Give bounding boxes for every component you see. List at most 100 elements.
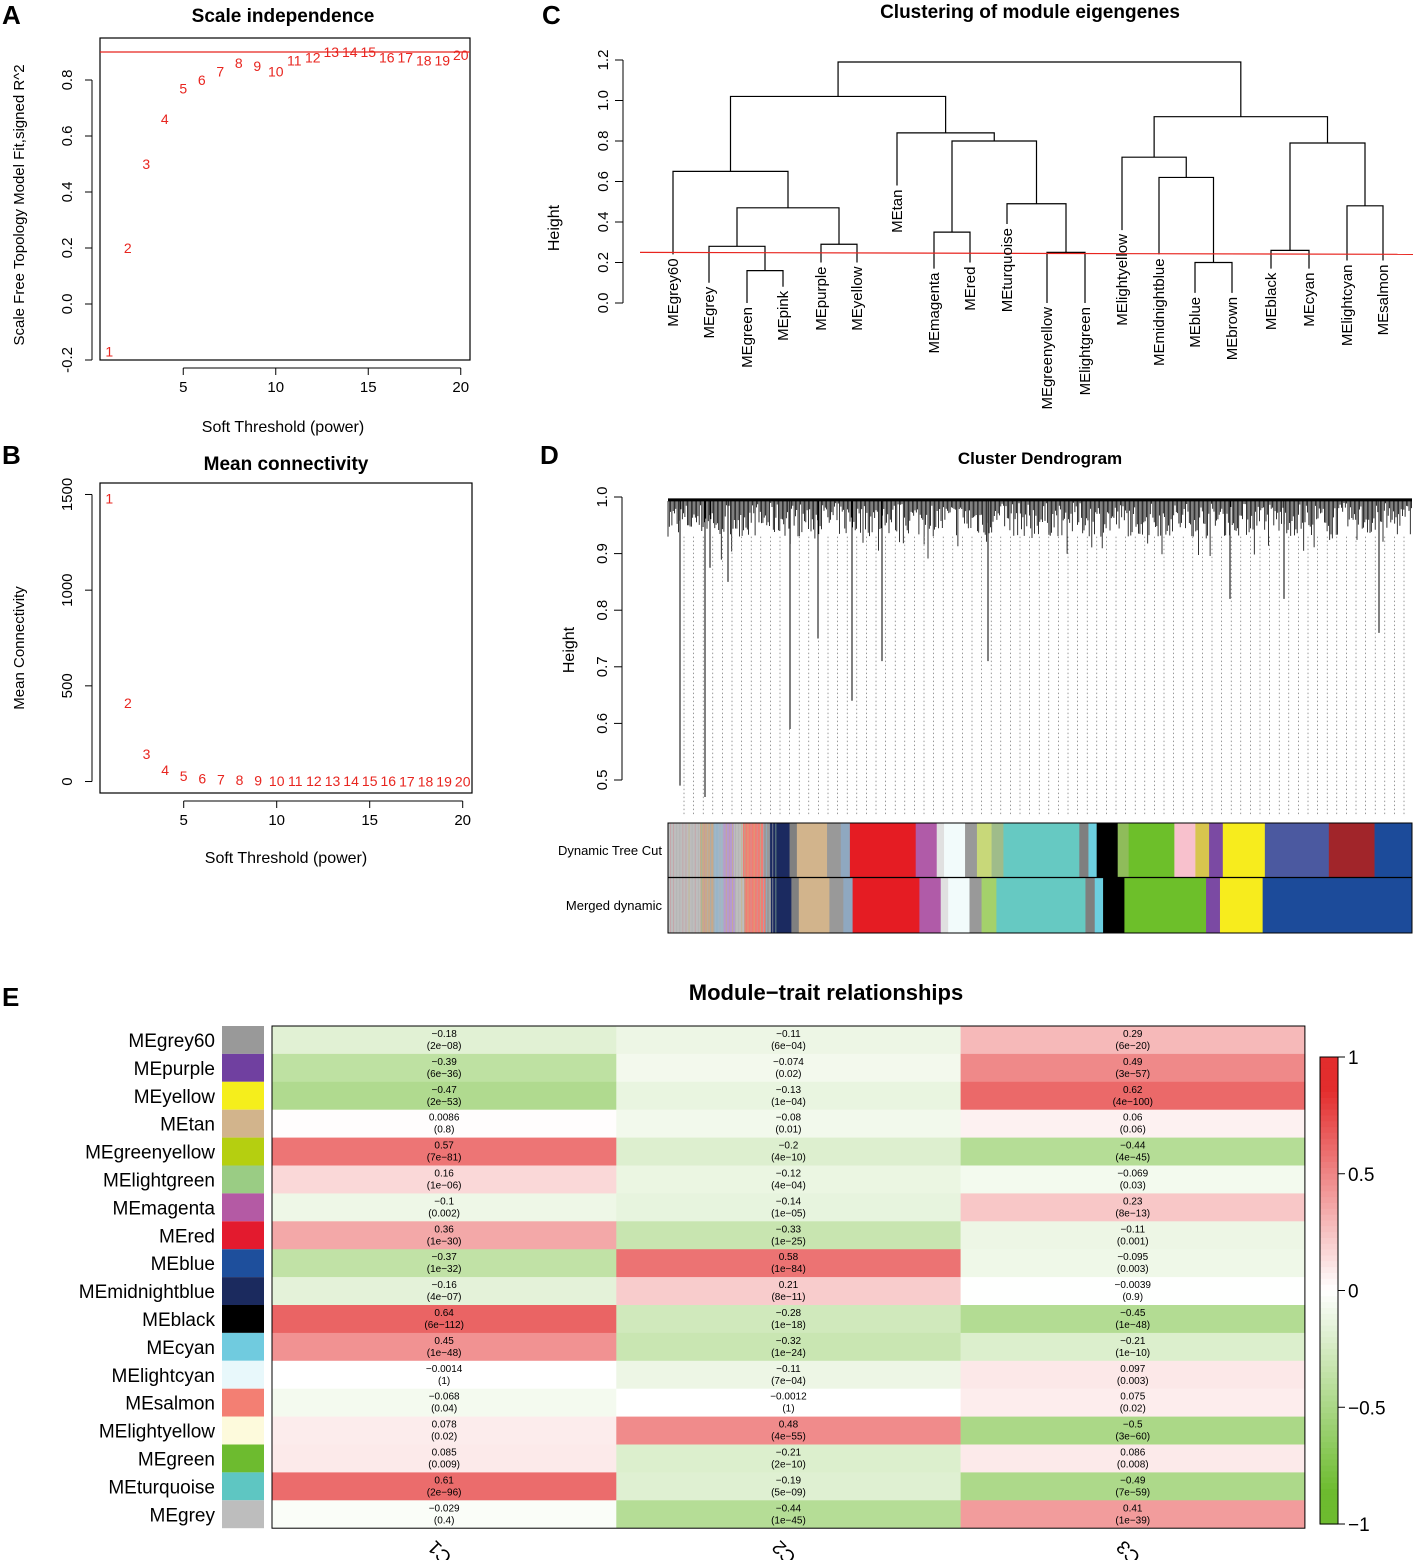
panel-c-merge-branch bbox=[951, 140, 1038, 233]
panel-e-cell bbox=[960, 1193, 1306, 1222]
panel-e-row-label: MEsalmon bbox=[125, 1394, 215, 1415]
panel-e-row-label: MElightcyan bbox=[112, 1366, 216, 1387]
panel-e-cell-pvalue: (6e−112) bbox=[424, 1320, 464, 1331]
panel-e-row-label: MEred bbox=[159, 1226, 215, 1247]
panel-e-cell-value: −0.19 bbox=[776, 1475, 802, 1486]
panel-e-row-label: MEmagenta bbox=[113, 1198, 216, 1219]
panel-b-x-tick-label: 15 bbox=[361, 812, 378, 829]
panel-e-cell bbox=[272, 1388, 617, 1417]
panel-a-plot-box bbox=[99, 37, 471, 361]
panel-e-legend-step bbox=[1320, 1395, 1338, 1403]
panel-e-legend-step bbox=[1320, 1086, 1338, 1093]
panel-c-leaf-label: MEbrown bbox=[1224, 297, 1241, 360]
panel-e-legend-step bbox=[1320, 1296, 1338, 1303]
panel-e-legend-step bbox=[1320, 1103, 1338, 1111]
panel-c-leaf-label: MEgreenyellow bbox=[1039, 307, 1056, 410]
panel-d-guide-lines bbox=[683, 536, 1405, 815]
panel-d-dynamic-block bbox=[1328, 823, 1375, 877]
panel-e-cell-pvalue: (0.008) bbox=[1117, 1460, 1149, 1471]
panel-e-row-color-swatch bbox=[222, 1026, 264, 1054]
panel-a-point-label: 6 bbox=[198, 72, 206, 88]
panel-e-column-label: C3 bbox=[1113, 1536, 1145, 1560]
panel-e-cell-pvalue: (1e−05) bbox=[771, 1208, 806, 1219]
panel-e-cell-pvalue: (0.009) bbox=[428, 1460, 460, 1471]
panel-e-cell bbox=[616, 1221, 961, 1250]
panel-e-cell bbox=[960, 1137, 1306, 1166]
panel-e-row-color-swatch bbox=[222, 1053, 264, 1082]
panel-e-cell bbox=[616, 1277, 961, 1306]
panel-e-cell-pvalue: (1e−10) bbox=[1115, 1348, 1150, 1359]
panel-e-cell-value: 0.62 bbox=[1123, 1085, 1143, 1096]
panel-e-cell bbox=[272, 1165, 617, 1194]
panel-c-leaf-label: MEtan bbox=[889, 190, 906, 233]
panel-e-legend-step bbox=[1320, 1471, 1338, 1478]
panel-d-merged-block bbox=[948, 878, 970, 933]
panel-e-legend-step bbox=[1320, 1494, 1338, 1502]
panel-d-dynamic-block bbox=[849, 823, 917, 877]
panel-b-point-label: 6 bbox=[198, 770, 206, 786]
panel-e-legend-step bbox=[1320, 1436, 1338, 1443]
panel-d-merged-block bbox=[940, 878, 949, 933]
panel-e-cell-value: 0.0086 bbox=[429, 1113, 460, 1124]
panel-e-legend-step bbox=[1320, 1150, 1338, 1157]
panel-e-cell-pvalue: (6e−36) bbox=[427, 1069, 462, 1080]
panel-c-merge-branch bbox=[1121, 156, 1187, 231]
panel-b-point-label: 13 bbox=[325, 773, 341, 789]
panel-letter-b: B bbox=[2, 440, 21, 470]
panel-e-legend-step bbox=[1320, 1226, 1338, 1233]
panel-e-legend-step bbox=[1320, 1162, 1338, 1169]
panel-e-cell-pvalue: (4e−100) bbox=[1113, 1097, 1153, 1108]
panel-e-row-color-swatch bbox=[222, 1305, 264, 1333]
panel-b-point-label: 3 bbox=[143, 746, 151, 762]
panel-a-x-tick-label: 15 bbox=[360, 379, 377, 396]
panel-b-ylabel: Mean Connectivity bbox=[11, 586, 28, 710]
panel-e-legend-step bbox=[1320, 1290, 1338, 1297]
panel-e-legend-step bbox=[1320, 1267, 1338, 1274]
panel-b-point-label: 19 bbox=[436, 773, 452, 789]
panel-d-ylabel: Height bbox=[561, 626, 578, 673]
panel-e-cell-pvalue: (6e−20) bbox=[1115, 1041, 1150, 1052]
panel-d-dynamic-block bbox=[1003, 823, 1080, 877]
panel-c-leaf-label: MEcyan bbox=[1301, 273, 1318, 327]
panel-e-cell-pvalue: (0.8) bbox=[434, 1125, 455, 1136]
panel-e-title: Module−trait relationships bbox=[689, 980, 963, 1005]
panel-e-cell-pvalue: (1e−32) bbox=[427, 1264, 462, 1275]
panel-b-point-label: 5 bbox=[180, 768, 188, 784]
panel-e-cell-value: −0.45 bbox=[1120, 1308, 1146, 1319]
panel-e-cell-value: 0.21 bbox=[779, 1280, 799, 1291]
panel-d-dynamic-block bbox=[769, 823, 790, 877]
panel-e-row-label: MElightgreen bbox=[103, 1170, 215, 1191]
panel-e-row-color-swatch bbox=[222, 1137, 264, 1166]
panel-e-legend-step bbox=[1320, 1506, 1338, 1513]
panel-e-cell-pvalue: (1e−39) bbox=[1115, 1515, 1150, 1526]
panel-e-cell-value: −0.44 bbox=[1120, 1141, 1146, 1152]
panel-d-y-tick-label: 1.0 bbox=[594, 487, 611, 508]
panel-e-legend-step bbox=[1320, 1313, 1338, 1321]
panel-e-cell bbox=[960, 1053, 1306, 1083]
panel-e-cell-value: −0.11 bbox=[776, 1029, 801, 1040]
panel-b-point-label: 9 bbox=[254, 773, 262, 789]
panel-e-cell-value: 0.097 bbox=[1120, 1364, 1145, 1375]
panel-a-ylabel: Scale Free Topology Model Fit,signed R^2 bbox=[11, 64, 28, 345]
panel-e-cell-pvalue: (7e−81) bbox=[427, 1153, 462, 1164]
panel-e-cell-value: −0.14 bbox=[776, 1196, 802, 1207]
panel-c-merge-branch bbox=[729, 95, 947, 172]
panel-e-legend-step bbox=[1320, 1302, 1338, 1309]
panel-e-cell bbox=[960, 1277, 1306, 1306]
panel-e-legend-step bbox=[1320, 1144, 1338, 1151]
panel-b-point-label: 11 bbox=[288, 773, 303, 789]
panel-e-cell bbox=[272, 1137, 617, 1166]
panel-a-point-label: 18 bbox=[416, 52, 432, 68]
panel-b-mean-connectivity: Mean connectivity Soft Threshold (power)… bbox=[11, 454, 473, 867]
panel-d-merged-block bbox=[919, 878, 942, 933]
panel-e-legend-tick-label: 1 bbox=[1348, 1048, 1359, 1069]
panel-c-leaf-label: MElightcyan bbox=[1339, 264, 1356, 346]
panel-e-cell-pvalue: (0.01) bbox=[775, 1125, 801, 1136]
panel-e-cell bbox=[616, 1360, 961, 1389]
panel-d-dynamic-block bbox=[827, 823, 842, 877]
panel-d-dynamic-block bbox=[944, 823, 966, 877]
panel-c-leaf-label: MEgrey60 bbox=[665, 258, 682, 326]
panel-e-legend-step bbox=[1320, 1500, 1338, 1508]
panel-d-dynamic-block bbox=[915, 823, 938, 877]
